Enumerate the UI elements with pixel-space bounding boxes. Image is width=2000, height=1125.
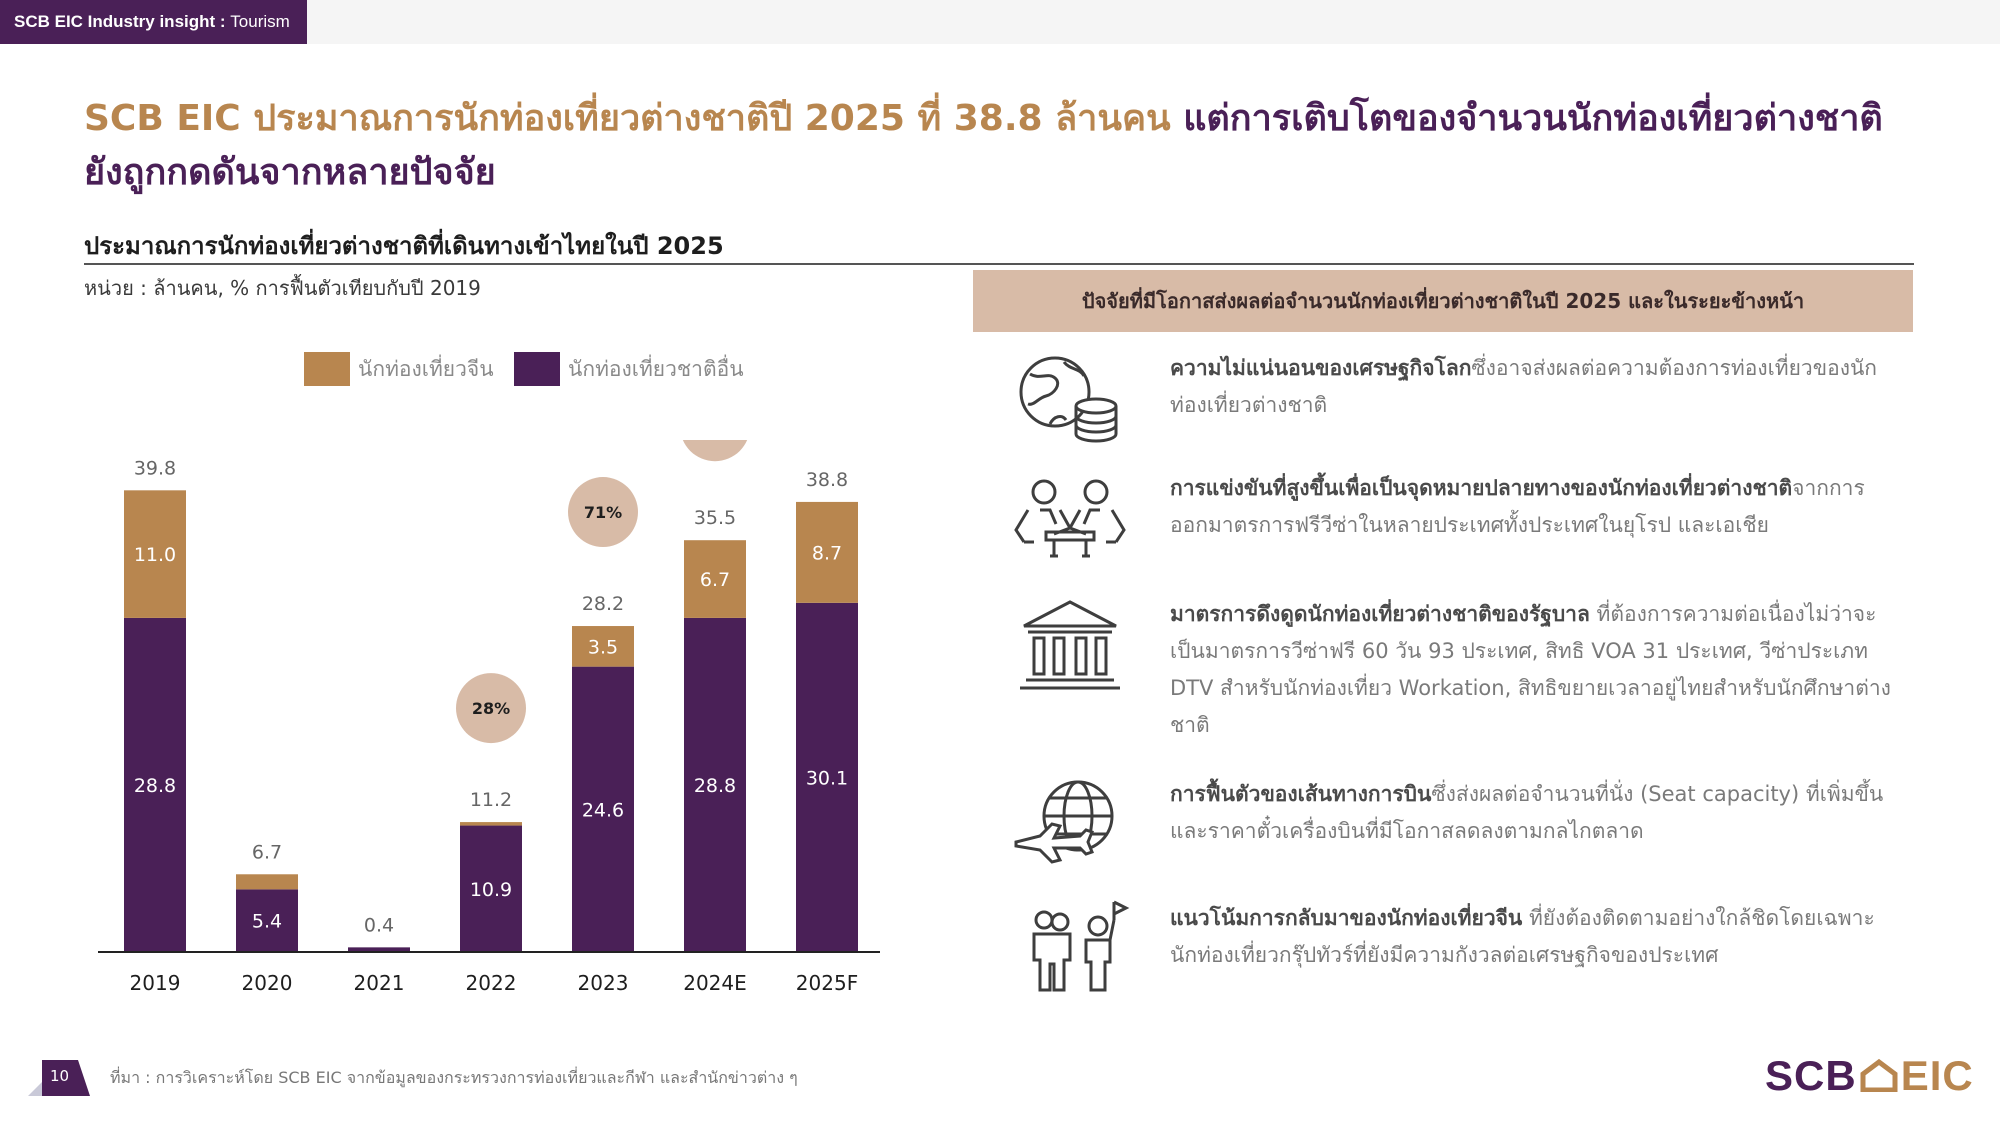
recovery-label: 71% [584,503,622,522]
legend-swatch-others [514,352,560,386]
globe-airplane-icon [1014,780,1114,864]
x-tick-label: 2022 [466,971,517,995]
data-label-others: 28.8 [694,775,736,797]
data-label-others: 5.4 [252,911,282,933]
bar-china [236,874,298,890]
data-label-china: 11.0 [134,544,176,566]
x-tick-label: 2019 [130,971,181,995]
source-note: ที่มา : การวิเคราะห์โดย SCB EIC จากข้อมู… [110,1068,798,1087]
total-label: 39.8 [134,457,176,479]
recovery-bubble [682,440,748,462]
bar-china [572,626,634,667]
government-building-icon [1020,600,1120,690]
x-tick-label: 2021 [354,971,405,995]
chart-subtitle: ประมาณการนักท่องเที่ยวต่างชาติที่เดินทาง… [84,232,724,260]
title-highlight: SCB EIC ประมาณการนักท่องเที่ยวต่างชาติปี… [84,98,1184,139]
factor-text: แนวโน้มการกลับมาของนักท่องเที่ยวจีน ที่ย… [1170,906,1875,967]
competition-icon [1014,479,1126,558]
bar-others [124,617,186,952]
data-label-others: 24.6 [582,799,624,821]
page-number-badge [28,1060,90,1096]
bar-others [796,602,858,952]
data-label-others: 10.9 [470,879,512,901]
divider [84,263,1914,265]
total-label: 11.2 [470,789,512,811]
bar-others [348,947,410,952]
recovery-bubble [456,673,526,744]
x-tick-label: 2020 [242,971,293,995]
factor-text: การฟื้นตัวของเส้นทางการบินซึ่งส่งผลต่อจำ… [1170,782,1884,843]
factors-heading: ปัจจัยที่มีโอกาสส่งผลต่อจำนวนนักท่องเที่… [973,270,1913,332]
logo-house-icon [1860,1058,1898,1093]
legend-item-china: นักท่องเที่ยวจีน [304,352,494,386]
bar-others [684,617,746,952]
page-number: 10 [28,1060,90,1096]
recovery-bubble [568,477,638,548]
top-bar [0,0,2000,44]
recovery-label: 28% [472,699,510,718]
globe-coins-icon [1019,356,1118,443]
total-label: 0.4 [364,914,394,936]
title-rest: แต่การเติบโตของจำนวนนักท่องเที่ยวต่างชาต… [84,98,1883,193]
legend-swatch-china [304,352,350,386]
scb-eic-logo: SCB EIC [1765,1052,1974,1099]
total-label: 35.5 [694,507,736,529]
stacked-bar-chart: 28.8 11.0 39.8 2019 5.4 6.7 2020 0.4 2021 10.9 11.… [98,440,880,995]
page-title: SCB EIC ประมาณการนักท่องเที่ยวต่างชาติปี… [84,92,1884,200]
unit-note: หน่วย : ล้านคน, % การฟื้นตัวเทียบกับปี 2… [84,276,481,300]
bar-china [124,490,186,618]
x-tick-label: 2023 [578,971,629,995]
total-label: 28.2 [582,593,624,615]
data-label-china: 6.7 [700,569,730,591]
legend-label-china: นักท่องเที่ยวจีน [358,356,494,381]
bar-china [460,822,522,826]
bar-others [460,825,522,952]
x-tick-label: 2024E [683,971,747,995]
data-label-china: 3.5 [588,636,618,658]
data-label-others: 28.8 [134,775,176,797]
data-label-china: 8.7 [812,542,842,564]
factor-text: ความไม่แน่นอนของเศรษฐกิจโลกซึ่งอาจส่งผลต… [1170,356,1878,417]
x-tick-label: 2025F [796,971,858,995]
factor-text: การแข่งขันที่สูงขึ้นเพื่อเป็นจุดหมายปลาย… [1170,476,1865,537]
bar-others [236,889,298,952]
bar-others [572,666,634,952]
data-label-others: 30.1 [806,767,848,789]
legend-item-others: นักท่องเที่ยวชาติอื่น [514,352,744,386]
bar-china [684,540,746,618]
report-tag: SCB EIC Industry insight : Tourism [0,0,307,44]
tour-group-icon [1032,900,1130,992]
total-label: 38.8 [806,469,848,491]
legend-label-others: นักท่องเที่ยวชาติอื่น [568,356,744,381]
bar-china [796,501,858,603]
total-label: 6.7 [252,841,282,863]
factor-text: มาตรการดึงดูดนักท่องเที่ยวต่างชาติของรัฐ… [1170,602,1891,737]
